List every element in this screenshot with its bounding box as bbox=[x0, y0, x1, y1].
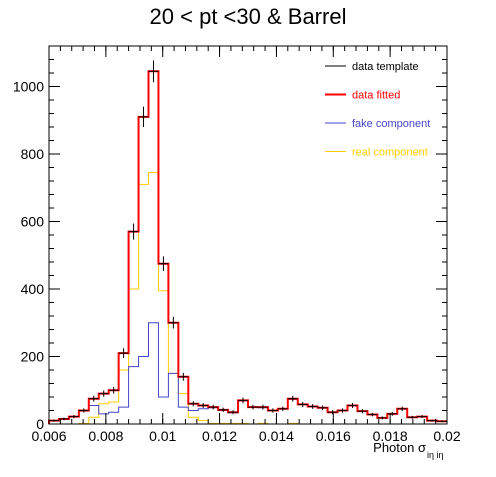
legend-label-real-component: real component bbox=[352, 147, 428, 159]
axes: 0.006 0.008 0.01 0.012 0.014 0.016 0.018 0.02 0 2… bbox=[13, 45, 461, 444]
y-tick-label: 1000 bbox=[13, 79, 44, 95]
legend-label-data-template: data template bbox=[352, 61, 419, 73]
x-tick-label: 0.01 bbox=[149, 428, 176, 444]
x-tick-label: 0.02 bbox=[433, 428, 460, 444]
y-tick-label: 200 bbox=[21, 349, 45, 365]
legend: data template data fitted fake component re… bbox=[325, 61, 430, 159]
y-tick-label: 800 bbox=[21, 146, 45, 162]
x-tick-label: 0.018 bbox=[373, 428, 408, 444]
x-tick-label: 0.012 bbox=[202, 428, 237, 444]
x-axis-title-subscript: iη iη bbox=[427, 450, 444, 460]
x-tick-label: 0.008 bbox=[88, 428, 123, 444]
x-tick-label: 0.006 bbox=[31, 428, 66, 444]
x-tick-label: 0.014 bbox=[259, 428, 294, 444]
legend-label-data-fitted: data fitted bbox=[352, 90, 400, 102]
x-axis-title-text: Photon σ bbox=[373, 440, 426, 455]
y-tick-label: 600 bbox=[21, 214, 45, 230]
y-tick-label: 0 bbox=[36, 416, 44, 432]
legend-label-fake-component: fake component bbox=[352, 118, 430, 130]
chart-title: 20 < pt <30 & Barrel bbox=[150, 4, 347, 29]
y-tick-label: 400 bbox=[21, 281, 45, 297]
x-axis-title: Photon σ iη iη bbox=[373, 440, 443, 460]
x-tick-label: 0.016 bbox=[316, 428, 351, 444]
series-data-template-points bbox=[49, 60, 447, 423]
